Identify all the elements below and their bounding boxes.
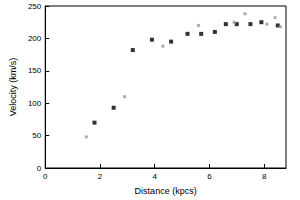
svg-text:50: 50: [32, 131, 41, 140]
svg-text:4: 4: [152, 172, 157, 181]
svg-text:0: 0: [43, 172, 48, 181]
svg-text:8: 8: [262, 172, 267, 181]
svg-text:200: 200: [28, 34, 42, 43]
svg-text:0: 0: [37, 164, 42, 173]
svg-text:250: 250: [28, 2, 42, 11]
svg-text:2: 2: [98, 172, 103, 181]
svg-text:6: 6: [207, 172, 212, 181]
svg-text:Velocity (km/s): Velocity (km/s): [8, 58, 18, 117]
svg-text:150: 150: [28, 66, 42, 75]
svg-text:100: 100: [28, 99, 42, 108]
svg-text:Distance (kpcs): Distance (kpcs): [135, 186, 197, 196]
